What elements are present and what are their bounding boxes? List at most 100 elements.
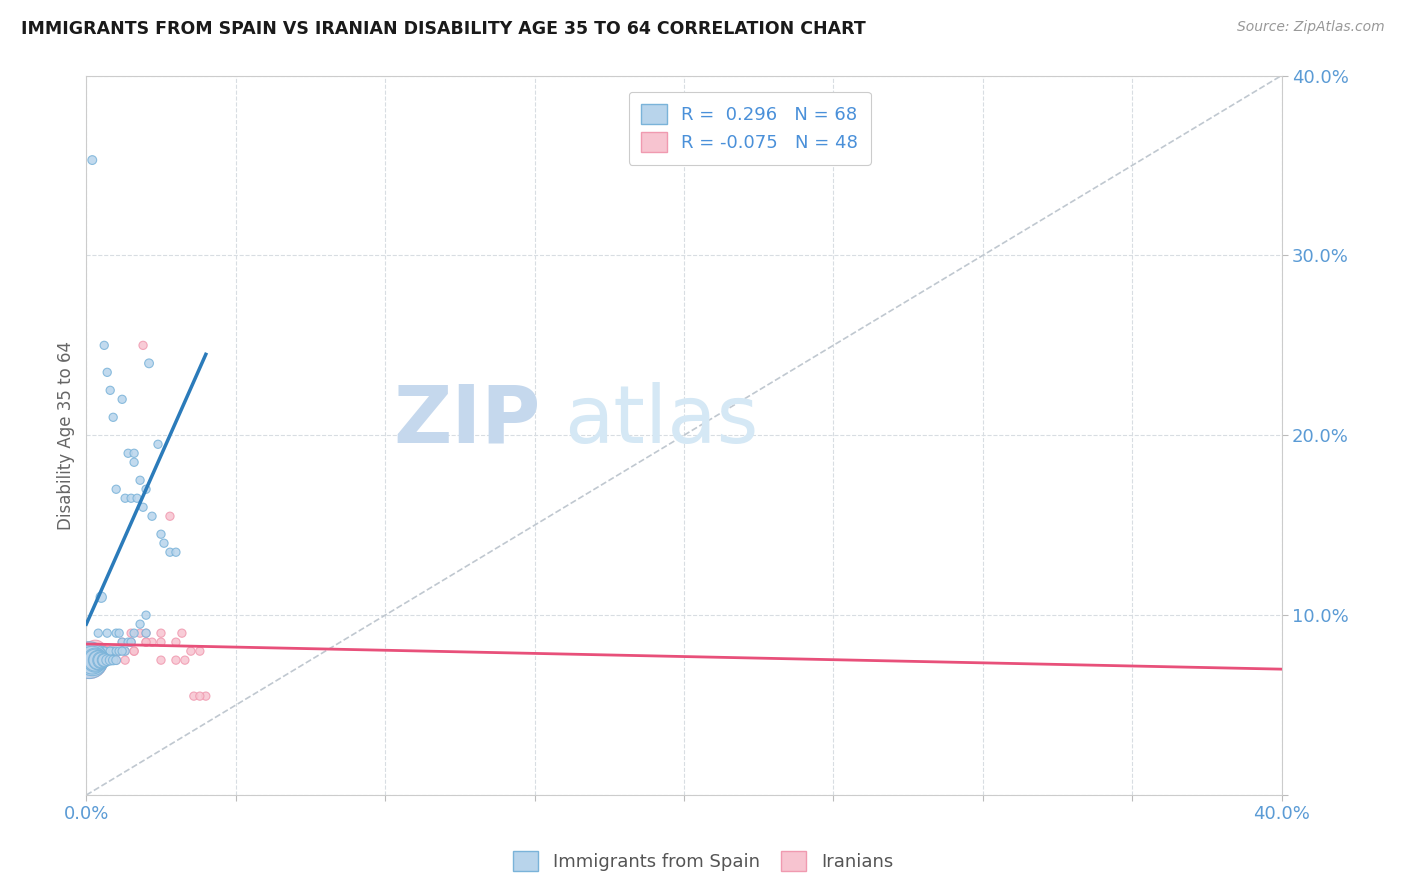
- Point: [165, 653, 187, 667]
- Text: ZIP: ZIP: [394, 382, 540, 460]
- Point: [84, 653, 107, 667]
- Point: [188, 689, 211, 703]
- Point: [84, 653, 107, 667]
- Point: [82, 653, 104, 667]
- Point: [146, 437, 169, 451]
- Point: [87, 653, 110, 667]
- Point: [90, 653, 112, 667]
- Point: [114, 491, 136, 506]
- Point: [159, 509, 181, 524]
- Point: [135, 635, 157, 649]
- Point: [165, 635, 187, 649]
- Point: [105, 644, 128, 658]
- Point: [135, 626, 157, 640]
- Point: [93, 653, 115, 667]
- Point: [96, 365, 118, 379]
- Point: [105, 644, 128, 658]
- Point: [111, 392, 134, 407]
- Point: [129, 626, 152, 640]
- Point: [174, 653, 197, 667]
- Point: [90, 653, 112, 667]
- Point: [120, 635, 142, 649]
- Point: [114, 653, 136, 667]
- Point: [108, 626, 131, 640]
- Point: [105, 482, 128, 496]
- Point: [87, 653, 110, 667]
- Point: [96, 644, 118, 658]
- Point: [84, 653, 107, 667]
- Point: [120, 491, 142, 506]
- Point: [183, 689, 205, 703]
- Point: [114, 644, 136, 658]
- Point: [90, 653, 112, 667]
- Text: IMMIGRANTS FROM SPAIN VS IRANIAN DISABILITY AGE 35 TO 64 CORRELATION CHART: IMMIGRANTS FROM SPAIN VS IRANIAN DISABIL…: [21, 20, 866, 37]
- Point: [129, 473, 152, 487]
- Legend: Immigrants from Spain, Iranians: Immigrants from Spain, Iranians: [506, 844, 900, 879]
- Point: [122, 446, 145, 460]
- Point: [103, 653, 125, 667]
- Point: [105, 626, 128, 640]
- Point: [135, 608, 157, 623]
- Point: [117, 635, 139, 649]
- Point: [105, 653, 128, 667]
- Point: [153, 536, 176, 550]
- Point: [87, 653, 110, 667]
- Point: [114, 644, 136, 658]
- Point: [135, 482, 157, 496]
- Point: [96, 653, 118, 667]
- Point: [93, 644, 115, 658]
- Point: [82, 153, 104, 167]
- Text: Source: ZipAtlas.com: Source: ZipAtlas.com: [1237, 20, 1385, 34]
- Point: [135, 626, 157, 640]
- Point: [93, 653, 115, 667]
- Point: [103, 410, 125, 425]
- Point: [103, 653, 125, 667]
- Point: [98, 644, 121, 658]
- Point: [108, 644, 131, 658]
- Point: [87, 653, 110, 667]
- Point: [120, 635, 142, 649]
- Point: [108, 644, 131, 658]
- Point: [93, 653, 115, 667]
- Point: [111, 635, 134, 649]
- Point: [122, 644, 145, 658]
- Y-axis label: Disability Age 35 to 64: Disability Age 35 to 64: [58, 341, 75, 530]
- Point: [90, 590, 112, 604]
- Point: [141, 635, 163, 649]
- Point: [127, 491, 149, 506]
- Point: [132, 338, 155, 352]
- Point: [111, 635, 134, 649]
- Point: [98, 384, 121, 398]
- Point: [93, 644, 115, 658]
- Point: [188, 644, 211, 658]
- Point: [77, 653, 100, 667]
- Text: atlas: atlas: [564, 382, 759, 460]
- Point: [98, 653, 121, 667]
- Point: [96, 626, 118, 640]
- Point: [180, 644, 202, 658]
- Point: [84, 662, 107, 676]
- Point: [98, 653, 121, 667]
- Point: [138, 356, 160, 370]
- Point: [96, 653, 118, 667]
- Point: [82, 653, 104, 667]
- Point: [84, 653, 107, 667]
- Point: [129, 617, 152, 632]
- Point: [87, 626, 110, 640]
- Point: [82, 653, 104, 667]
- Point: [150, 527, 173, 541]
- Point: [105, 653, 128, 667]
- Point: [194, 689, 217, 703]
- Point: [98, 644, 121, 658]
- Point: [159, 545, 181, 559]
- Point: [103, 644, 125, 658]
- Point: [87, 653, 110, 667]
- Point: [141, 509, 163, 524]
- Point: [82, 653, 104, 667]
- Point: [165, 545, 187, 559]
- Point: [90, 644, 112, 658]
- Legend: R =  0.296   N = 68, R = -0.075   N = 48: R = 0.296 N = 68, R = -0.075 N = 48: [628, 92, 870, 165]
- Point: [122, 626, 145, 640]
- Point: [87, 653, 110, 667]
- Point: [82, 653, 104, 667]
